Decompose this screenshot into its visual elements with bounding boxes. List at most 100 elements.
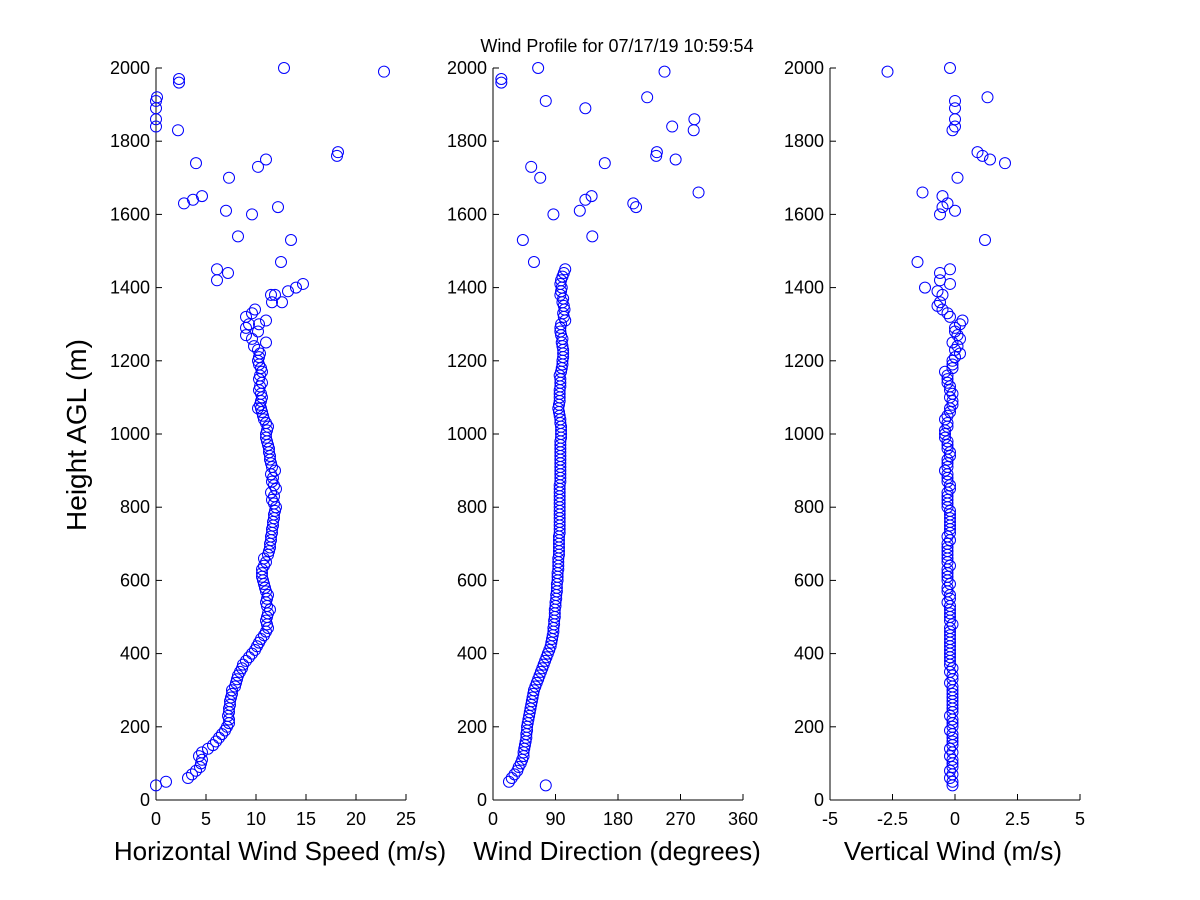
wind-direction-data-point [559,263,572,276]
horizontal-wind-speed-x-tick-label: 25 [396,809,416,829]
wind-direction-data-point [573,204,586,217]
vertical-wind-data-point [944,508,956,521]
horizontal-wind-speed-y-tick-label: 0 [140,790,150,810]
horizontal-wind-speed-x-tick-label: 0 [151,809,161,829]
vertical-wind-x-tick-label: 0 [950,809,960,829]
horizontal-wind-speed-data-point [278,62,290,74]
horizontal-wind-speed-y-tick-label: 600 [120,570,150,590]
vertical-wind-data-point [941,409,954,422]
wind-direction-data-point [669,153,682,166]
horizontal-wind-speed-data-point [150,120,162,133]
horizontal-wind-speed-data-point [193,750,205,763]
vertical-wind-data-point [951,329,964,342]
vertical-wind-data-point [944,512,956,525]
wind-direction-x-tick-label: 180 [603,809,633,829]
wind-direction-data-point [585,190,598,203]
vertical-wind-data-point [944,384,956,397]
wind-direction-y-tick-label: 0 [477,790,487,810]
wind-direction-y-tick-label: 1400 [447,278,487,298]
vertical-wind-data-point [944,446,956,459]
horizontal-wind-speed-data-point [222,266,234,279]
wind-direction-data-point [658,65,671,78]
horizontal-wind-speed-x-tick-label: 10 [246,809,266,829]
vertical-wind-data-point [949,204,961,217]
vertical-wind-y-tick-label: 400 [794,644,824,664]
wind-direction-axes: 0 200 400 600 800 1000 1200 1400 1600 1800 2000 0 90… [447,58,758,829]
wind-direction-data-point [688,113,701,126]
horizontal-wind-speed-data-point [220,204,232,217]
vertical-wind-data-point [954,318,966,331]
vertical-wind-y-tick-label: 1600 [784,204,824,224]
wind-direction-panel: 0 200 400 600 800 1000 1200 1400 1600 1800 2000 0 90… [447,58,761,866]
wind-direction-data-point [641,91,654,104]
wind-direction-y-tick-label: 1000 [447,424,487,444]
horizontal-wind-speed-data-point [186,768,198,781]
wind-direction-markers [495,62,705,792]
vertical-wind-data-point [979,234,991,247]
vertical-wind-data-point [944,310,956,323]
vertical-wind-markers [881,62,1011,792]
horizontal-wind-speed-data-point [190,157,202,170]
vertical-wind-data-point [971,146,984,159]
horizontal-wind-speed-data-point [332,146,344,159]
horizontal-wind-speed-data-point [297,277,309,290]
horizontal-wind-speed-x-tick-label: 20 [346,809,366,829]
vertical-wind-panel: 0 200 400 600 800 1000 1200 1400 1600 1800 2000 -5 -… [784,58,1085,866]
vertical-wind-data-point [941,435,954,448]
vertical-wind-data-point [941,373,954,386]
horizontal-wind-speed-data-point [260,153,272,166]
vertical-wind-data-point [946,669,959,682]
horizontal-wind-speed-data-point [249,303,261,316]
horizontal-wind-speed-y-tick-label: 1200 [110,351,150,371]
vertical-wind-data-point [944,629,956,642]
vertical-wind-data-point [944,607,956,620]
horizontal-wind-speed-data-point [269,464,281,477]
horizontal-wind-speed-x-tick-label: 15 [296,809,316,829]
wind-direction-xlabel: Wind Direction (degrees) [473,836,761,866]
vertical-wind-data-point [944,742,956,755]
vertical-wind-data-point [949,343,961,356]
vertical-wind-data-point [944,380,956,393]
vertical-wind-data-point [919,281,931,294]
vertical-wind-y-tick-label: 800 [794,497,824,517]
wind-direction-data-point [598,157,611,170]
vertical-wind-data-point [939,431,951,444]
vertical-wind-data-point [916,186,929,199]
vertical-wind-data-point [946,720,959,733]
vertical-wind-data-point [941,493,954,506]
horizontal-wind-speed-data-point [264,603,276,616]
wind-direction-data-point [579,193,592,206]
vertical-wind-data-point [941,376,954,389]
vertical-wind-data-point [944,449,956,462]
horizontal-wind-speed-data-point [260,336,272,349]
horizontal-wind-speed-y-tick-label: 800 [120,497,150,517]
horizontal-wind-speed-data-point [285,234,297,247]
horizontal-wind-speed-data-point [196,190,208,203]
horizontal-wind-speed-data-point [182,772,194,785]
vertical-wind-xlabel: Vertical Wind (m/s) [844,836,1062,866]
wind-direction-x-tick-label: 360 [728,809,758,829]
horizontal-wind-speed-data-point [246,307,258,320]
horizontal-wind-speed-data-point [172,124,184,137]
vertical-wind-data-point [881,65,894,78]
wind-direction-x-tick-label: 90 [545,809,565,829]
wind-direction-data-point [495,72,508,85]
vertical-wind-data-point [999,157,1011,170]
horizontal-wind-speed-data-point [213,731,225,744]
y-axis-label: Height AGL (m) [61,339,92,531]
horizontal-wind-speed-data-point [226,687,238,700]
horizontal-wind-speed-data-point [266,296,278,309]
vertical-wind-data-point [944,263,956,276]
horizontal-wind-speed-data-point [378,65,390,78]
wind-direction-y-tick-label: 400 [457,644,487,664]
vertical-wind-data-point [941,460,954,473]
horizontal-wind-speed-data-point [237,658,249,671]
wind-direction-y-tick-label: 1800 [447,131,487,151]
horizontal-wind-speed-data-point [248,340,260,353]
wind-direction-data-point [650,149,663,162]
vertical-wind-data-point [949,102,961,115]
vertical-wind-data-point [946,662,959,675]
vertical-wind-y-tick-label: 1400 [784,278,824,298]
horizontal-wind-speed-data-point [246,332,258,345]
